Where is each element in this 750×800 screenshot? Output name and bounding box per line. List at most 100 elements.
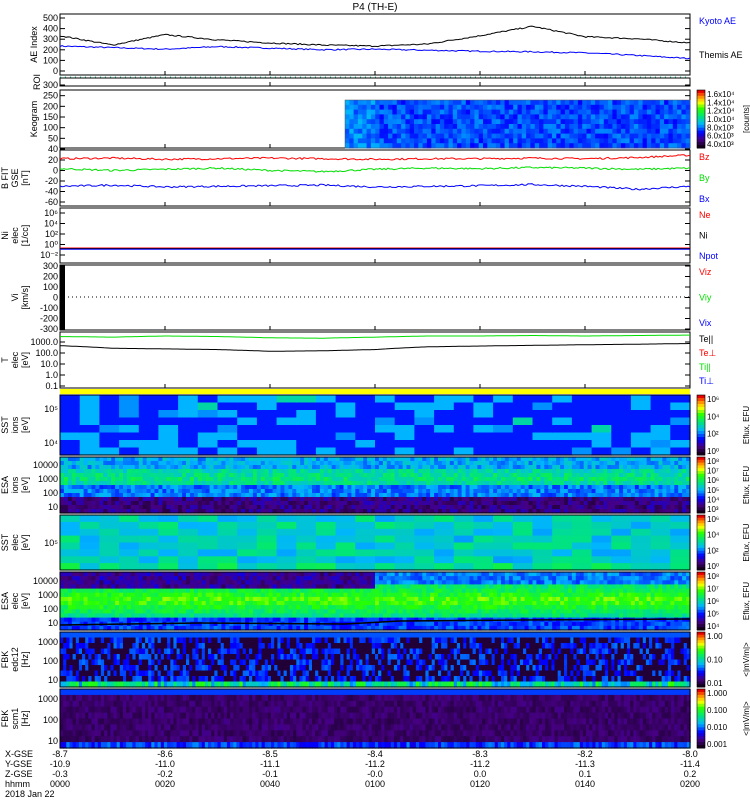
spectrogram-cell [60, 473, 65, 478]
spectrogram-cell [639, 485, 644, 490]
spectrogram-cell [489, 485, 494, 490]
spectrogram-cell [257, 481, 262, 486]
spectrogram-cell [450, 469, 455, 474]
spectrogram-cell [501, 465, 506, 470]
spectrogram-cell [666, 469, 671, 474]
spectrogram-cell [387, 497, 392, 502]
spectrogram-cell [458, 481, 463, 486]
spectrogram-cell [332, 461, 337, 466]
spectrogram-cell [340, 505, 345, 510]
keogram-cell [349, 105, 354, 110]
spectrogram-cell [340, 477, 345, 482]
spectrogram-cell [60, 580, 65, 585]
spectrogram-cell [95, 465, 100, 470]
spectrogram-cell [202, 609, 207, 614]
spectrogram-cell [355, 473, 360, 478]
spectrogram-cell [76, 609, 81, 614]
spectrogram-cell [143, 477, 148, 482]
spectrogram-cell [88, 505, 93, 510]
spectrogram-cell [131, 485, 136, 490]
spectrogram-cell [257, 395, 277, 403]
spectrogram-cell [281, 481, 286, 486]
spectrogram-cell [493, 505, 498, 510]
keogram-cell [427, 134, 432, 139]
spectrogram-cell [139, 440, 159, 448]
spectrogram-cell [560, 481, 565, 486]
spectrogram-cell [477, 493, 482, 498]
y-axis-label: SST [0, 533, 10, 551]
spectrogram-cell [536, 461, 541, 466]
spectrogram-cell [261, 605, 266, 610]
keogram-cell [414, 134, 419, 139]
spectrogram-cell [269, 473, 274, 478]
spectrogram-cell [253, 609, 258, 614]
spectrogram-cell [296, 418, 316, 426]
keogram-cell [436, 124, 441, 129]
spectrogram-cell [347, 469, 352, 474]
spectrogram-cell [253, 457, 258, 462]
spectrogram-cell [225, 489, 230, 494]
spectrogram-cell [639, 481, 644, 486]
y-axis-label: [nT] [20, 170, 30, 186]
spectrogram-cell [237, 613, 242, 618]
spectrogram-cell [218, 572, 223, 577]
spectrogram-cell [178, 605, 183, 610]
keogram-cell [599, 114, 604, 119]
spectrogram-cell [174, 457, 179, 462]
spectrogram-cell [139, 489, 144, 494]
spectrogram-cell [202, 584, 207, 589]
spectrogram-cell [434, 465, 439, 470]
spectrogram-cell [80, 403, 100, 411]
spectrogram-cell [269, 469, 274, 474]
spectrogram-cell [300, 593, 305, 598]
y-tick-label: 400 [43, 24, 58, 34]
spectrogram-cell [674, 501, 679, 506]
keogram-cell [582, 138, 587, 143]
colorbar-cell [697, 410, 705, 414]
spectrogram-cell [174, 601, 179, 606]
spectrogram-cell [281, 469, 286, 474]
keogram-cell [354, 119, 359, 124]
spectrogram-cell [162, 605, 167, 610]
keogram-cell [483, 138, 488, 143]
colorbar-tick: 10⁶ [707, 476, 719, 485]
spectrogram-cell [473, 485, 478, 490]
colorbar-cell [697, 401, 705, 405]
spectrogram-cell [182, 605, 187, 610]
spectrogram-cell [261, 576, 266, 581]
keogram-cell [651, 100, 656, 105]
spectrogram-cell [233, 465, 238, 470]
spectrogram-cell [178, 618, 183, 623]
keogram-cell [543, 143, 548, 148]
spectrogram-cell [592, 515, 612, 523]
spectrogram-cell [210, 473, 215, 478]
spectrogram-cell [332, 497, 337, 502]
spectrogram-cell [462, 465, 467, 470]
keogram-cell [354, 114, 359, 119]
spectrogram-cell [485, 505, 490, 510]
spectrogram-cell [241, 584, 246, 589]
spectrogram-cell [493, 536, 513, 544]
spectrogram-cell [277, 597, 282, 602]
keogram-cell [612, 105, 617, 110]
spectrogram-cell [273, 461, 278, 466]
spectrogram-cell [292, 580, 297, 585]
spectrogram-cell [198, 461, 203, 466]
spectrogram-cell [596, 461, 601, 466]
spectrogram-cell [198, 536, 218, 544]
keogram-cell [388, 124, 393, 129]
spectrogram-cell [135, 601, 140, 606]
spectrogram-cell [580, 493, 585, 498]
spectrogram-cell [202, 493, 207, 498]
spectrogram-cell [166, 485, 171, 490]
spectrogram-cell [458, 457, 463, 462]
spectrogram-cell [158, 605, 163, 610]
y-axis-label: ESA [0, 476, 10, 494]
spectrogram-cell [80, 457, 85, 462]
spectrogram-cell [670, 473, 675, 478]
keogram-cell [449, 138, 454, 143]
spectrogram-cell [131, 465, 136, 470]
keogram-cell [453, 110, 458, 115]
spectrogram-cell [580, 481, 585, 486]
spectrogram-cell [218, 580, 223, 585]
